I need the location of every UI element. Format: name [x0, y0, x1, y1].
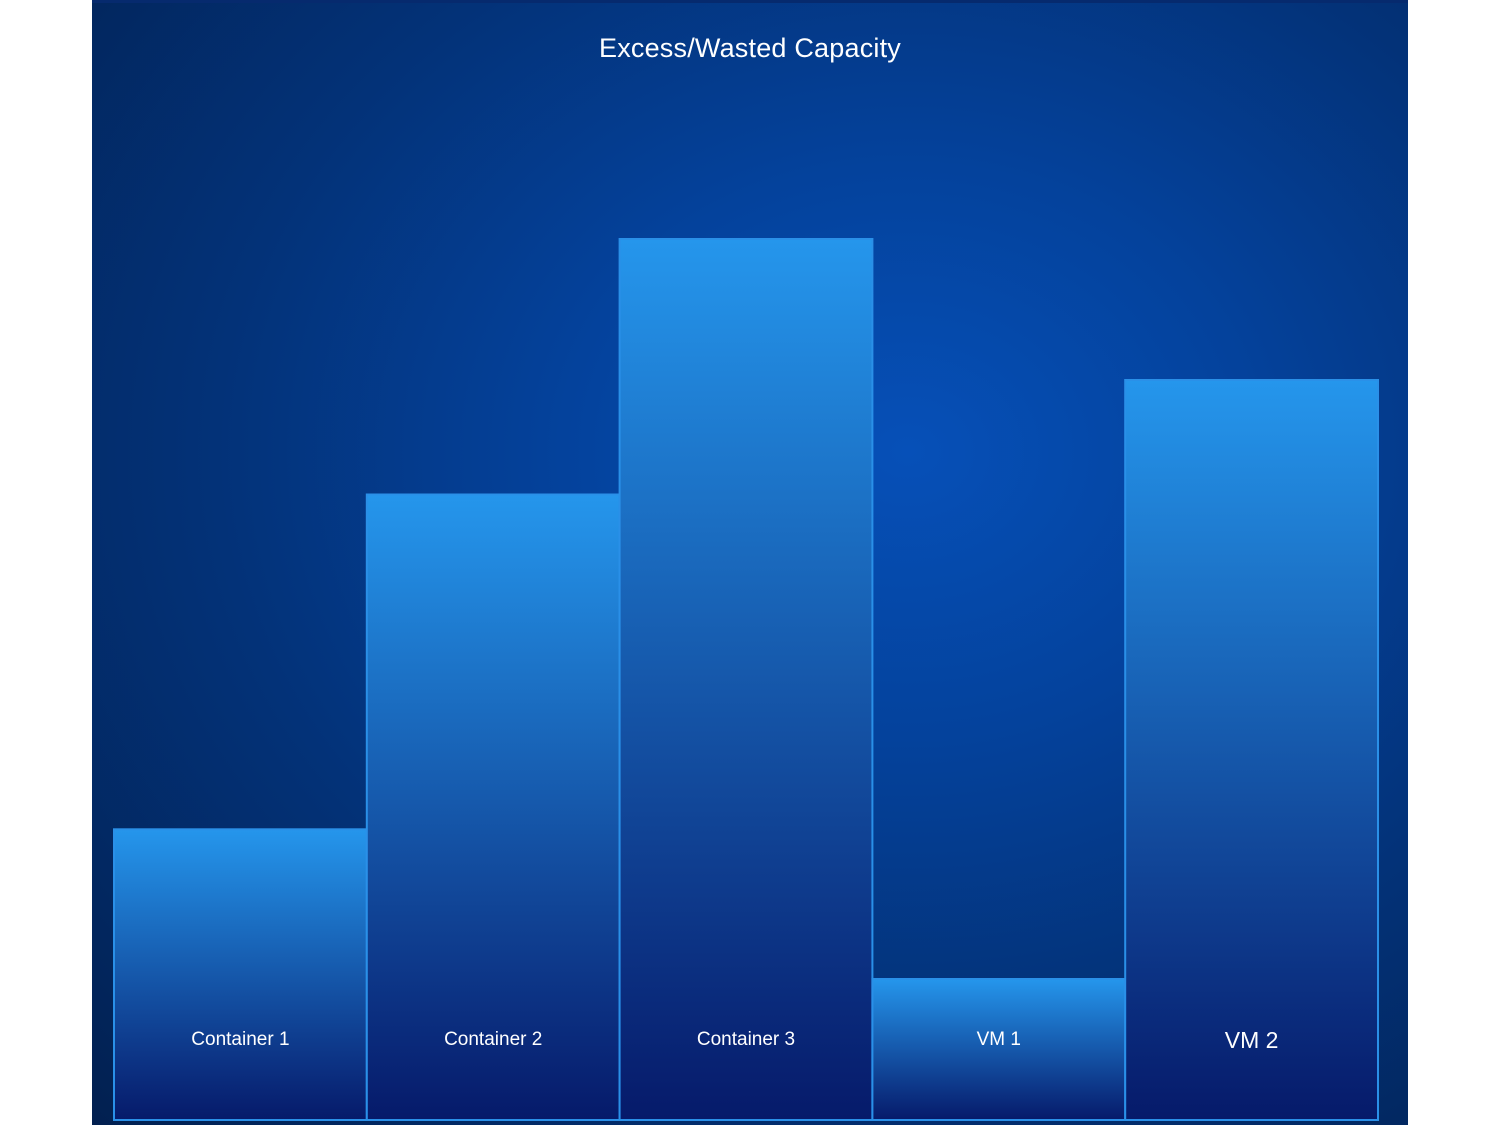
bar-label: Container 3	[697, 1029, 795, 1050]
chart-title: Excess/Wasted Capacity	[598, 33, 901, 63]
bar-container-2	[365, 493, 621, 1121]
bar-container-1	[113, 828, 368, 1121]
bar-label: VM 1	[977, 1029, 1021, 1050]
chart-panel: Excess/Wasted Capacity Container 1 Contai…	[92, 0, 1408, 1125]
bar-vm-2	[1124, 379, 1379, 1121]
bar-chart: Container 1 Container 2 Container 3 VM 1 VM …	[113, 238, 1379, 1121]
bar-labels-group: Container 1 Container 2 Container 3 VM 1 VM …	[191, 1027, 1278, 1053]
bar-vm-1	[871, 978, 1127, 1121]
bar-container-3	[618, 238, 874, 1121]
bar-label: Container 1	[191, 1029, 289, 1050]
bars-group	[113, 238, 1379, 1121]
bar-label: Container 2	[444, 1029, 542, 1050]
bar-label: VM 2	[1225, 1027, 1279, 1053]
